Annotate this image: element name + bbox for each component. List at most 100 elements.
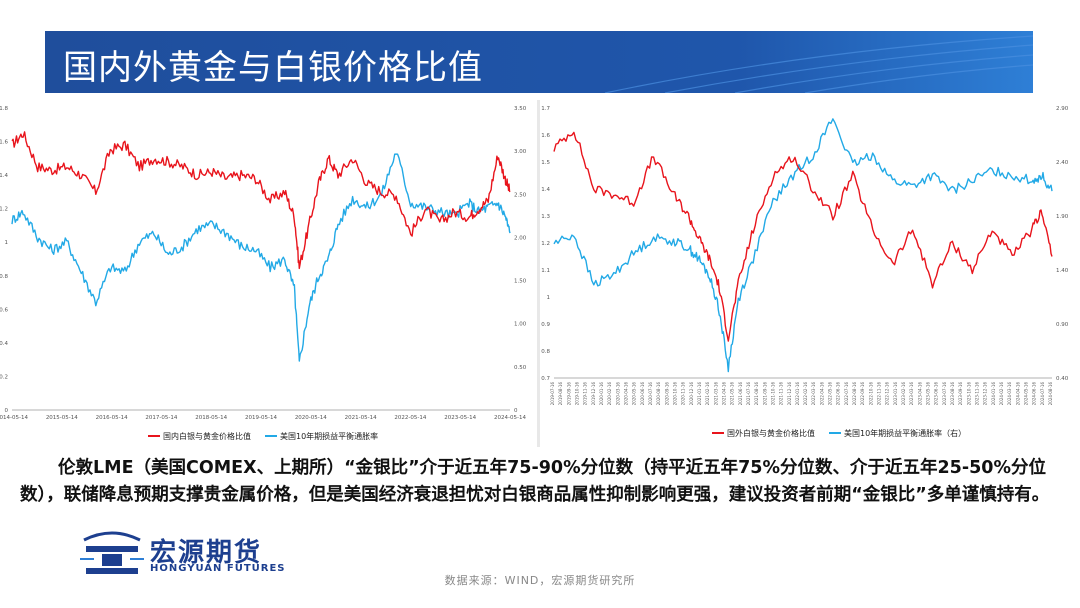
logo-emblem-icon bbox=[80, 531, 144, 574]
y-right-tick-label: 1.90 bbox=[1056, 214, 1069, 220]
x-tick-label: 2023-11-16 bbox=[975, 382, 980, 406]
x-tick-label: 2020-02-16 bbox=[607, 382, 612, 406]
chart-svg-0: 0 0.2 0.4 0.6 0.8 1 1.2 1.4 1.6 1.8 0 0.50 1.00 1.50 2… bbox=[0, 106, 527, 441]
series-line-1 bbox=[11, 131, 511, 270]
x-tick-label: 2021-02-16 bbox=[705, 382, 710, 406]
x-tick-label: 2022-11-16 bbox=[877, 382, 882, 406]
y-left-tick-label: 1.7 bbox=[541, 106, 550, 112]
x-tick-label: 2020-08-16 bbox=[656, 382, 661, 406]
x-tick-label: 2020-12-16 bbox=[689, 382, 694, 406]
x-tick-label: 2024-06-16 bbox=[1032, 382, 1037, 406]
y-right-tick-label: 1.00 bbox=[514, 322, 527, 328]
legend-label-2: 美国10年期损益平衡通胀率 bbox=[280, 431, 378, 441]
analysis-paragraph: 伦敦LME（美国COMEX、上期所）“金银比”介于近五年75-90%分位数（持平… bbox=[20, 458, 1050, 505]
y-left-tick-label: 1.6 bbox=[0, 140, 8, 146]
chart-domestic-ratio: 0 0.2 0.4 0.6 0.8 1 1.2 1.4 1.6 1.8 0 0.50 1.00 1.50 2… bbox=[0, 100, 537, 447]
y-left-tick-label: 0.8 bbox=[541, 349, 550, 355]
logo-name: 宏源期货 bbox=[150, 538, 263, 568]
x-tick-label: 2022-05-14 bbox=[394, 415, 426, 421]
x-tick-label: 2021-10-16 bbox=[770, 382, 775, 406]
title-banner: 国内外黄金与白银价格比值 bbox=[45, 31, 1033, 93]
x-tick-label: 2022-04-16 bbox=[819, 382, 824, 406]
x-tick-label: 2022-10-16 bbox=[868, 382, 873, 406]
y-left-tick-label: 1 bbox=[5, 240, 9, 246]
y-left-tick-label: 0.8 bbox=[0, 274, 8, 280]
x-tick-label: 2021-05-14 bbox=[345, 415, 377, 421]
legend-label-2: 美国10年期损益平衡通胀率（右） bbox=[844, 428, 966, 438]
y-right-tick-label: 3.50 bbox=[514, 106, 527, 112]
y-left-tick-label: 1.4 bbox=[0, 173, 8, 179]
x-tick-label: 2019-07-16 bbox=[550, 382, 555, 406]
y-left-tick-label: 0.7 bbox=[541, 376, 550, 382]
x-tick-label: 2022-03-16 bbox=[811, 382, 816, 406]
series-line-2 bbox=[11, 153, 511, 362]
x-tick-label: 2019-05-14 bbox=[245, 415, 277, 421]
x-tick-label: 2022-01-16 bbox=[795, 382, 800, 406]
banner-background bbox=[45, 31, 1033, 93]
x-tick-label: 2021-04-16 bbox=[721, 382, 726, 406]
y-left-tick-label: 0.2 bbox=[0, 374, 8, 380]
y-right-tick-label: 0 bbox=[514, 408, 518, 414]
y-left-tick-label: 1.4 bbox=[541, 187, 550, 193]
y-left-tick-label: 1.1 bbox=[541, 268, 550, 274]
x-tick-label: 2023-01-16 bbox=[893, 382, 898, 406]
y-left-tick-label: 0.9 bbox=[541, 322, 550, 328]
legend-label-1: 国内白银与黄金价格比值 bbox=[163, 431, 251, 441]
x-tick-label: 2021-06-16 bbox=[738, 382, 743, 406]
x-tick-label: 2023-09-16 bbox=[958, 382, 963, 406]
y-right-tick-label: 1.40 bbox=[1056, 268, 1069, 274]
y-right-tick-label: 1.50 bbox=[514, 279, 527, 285]
x-tick-label: 2019-12-16 bbox=[591, 382, 596, 406]
x-tick-label: 2020-07-16 bbox=[648, 382, 653, 406]
x-tick-label: 2022-05-16 bbox=[828, 382, 833, 406]
y-left-tick-label: 0.6 bbox=[0, 307, 8, 313]
x-tick-label: 2024-07-16 bbox=[1040, 382, 1045, 406]
y-left-tick-label: 0.4 bbox=[0, 341, 8, 347]
y-left-tick-label: 1 bbox=[547, 295, 551, 301]
x-tick-label: 2016-05-14 bbox=[96, 415, 128, 421]
x-tick-label: 2021-11-16 bbox=[779, 382, 784, 406]
x-tick-label: 2020-10-16 bbox=[672, 382, 677, 406]
logo-english-name: HONGYUAN FUTURES bbox=[150, 563, 286, 574]
x-tick-label: 2024-05-14 bbox=[494, 415, 526, 421]
x-tick-label: 2023-02-16 bbox=[901, 382, 906, 406]
chart-foreign-ratio: 0.7 0.8 0.9 1 1.1 1.2 1.3 1.4 1.5 1.6 1.7 0.40 0.90 1… bbox=[540, 100, 1080, 447]
y-right-tick-label: 2.90 bbox=[1056, 106, 1069, 112]
y-right-tick-label: 3.00 bbox=[514, 149, 527, 155]
x-tick-label: 2019-10-16 bbox=[574, 382, 579, 406]
x-tick-label: 2023-07-16 bbox=[942, 382, 947, 406]
x-tick-label: 2019-08-16 bbox=[558, 382, 563, 406]
x-tick-label: 2024-05-16 bbox=[1024, 382, 1029, 406]
x-tick-label: 2024-01-16 bbox=[991, 382, 996, 406]
x-tick-label: 2020-03-16 bbox=[615, 382, 620, 406]
y-right-tick-label: 0.50 bbox=[514, 365, 527, 371]
x-tick-label: 2021-03-16 bbox=[713, 382, 718, 406]
y-right-tick-label: 2.00 bbox=[514, 235, 527, 241]
legend-label-1: 国外白银与黄金价格比值 bbox=[727, 428, 815, 438]
x-tick-label: 2020-04-16 bbox=[623, 382, 628, 406]
x-tick-label: 2022-06-16 bbox=[836, 382, 841, 406]
series-line-2 bbox=[553, 118, 1053, 373]
y-right-tick-label: 0.90 bbox=[1056, 322, 1069, 328]
x-tick-label: 2023-05-14 bbox=[444, 415, 476, 421]
y-left-tick-label: 1.6 bbox=[541, 133, 550, 139]
x-tick-label: 2023-06-16 bbox=[934, 382, 939, 406]
series-line-1 bbox=[553, 131, 1053, 342]
x-tick-label: 2021-12-16 bbox=[787, 382, 792, 406]
y-right-tick-label: 2.50 bbox=[514, 192, 527, 198]
x-tick-label: 2020-06-16 bbox=[640, 382, 645, 406]
x-tick-label: 2024-03-16 bbox=[1007, 382, 1012, 406]
company-logo: 宏源期货 HONGYUAN FUTURES bbox=[80, 530, 320, 578]
y-right-tick-label: 2.40 bbox=[1056, 160, 1069, 166]
x-tick-label: 2019-11-16 bbox=[583, 382, 588, 406]
x-tick-label: 2020-05-16 bbox=[632, 382, 637, 406]
x-tick-label: 2024-04-16 bbox=[1015, 382, 1020, 406]
x-tick-label: 2022-07-16 bbox=[844, 382, 849, 406]
x-tick-label: 2024-08-16 bbox=[1048, 382, 1053, 406]
x-tick-label: 2021-05-16 bbox=[730, 382, 735, 406]
x-tick-label: 2021-09-16 bbox=[762, 382, 767, 406]
x-tick-label: 2022-02-16 bbox=[803, 382, 808, 406]
x-tick-label: 2020-11-16 bbox=[681, 382, 686, 406]
y-left-tick-label: 1.8 bbox=[0, 106, 8, 112]
x-tick-label: 2017-05-14 bbox=[145, 415, 177, 421]
